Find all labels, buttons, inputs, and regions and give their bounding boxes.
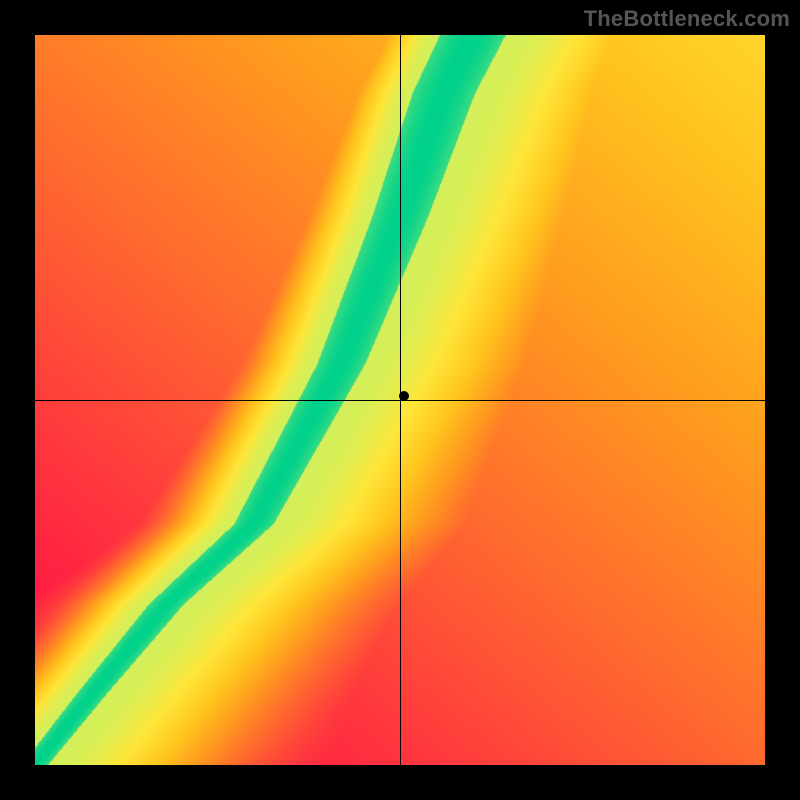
crosshair-marker <box>399 391 409 401</box>
heatmap-plot <box>35 35 765 765</box>
watermark-text: TheBottleneck.com <box>584 6 790 32</box>
chart-container: TheBottleneck.com <box>0 0 800 800</box>
